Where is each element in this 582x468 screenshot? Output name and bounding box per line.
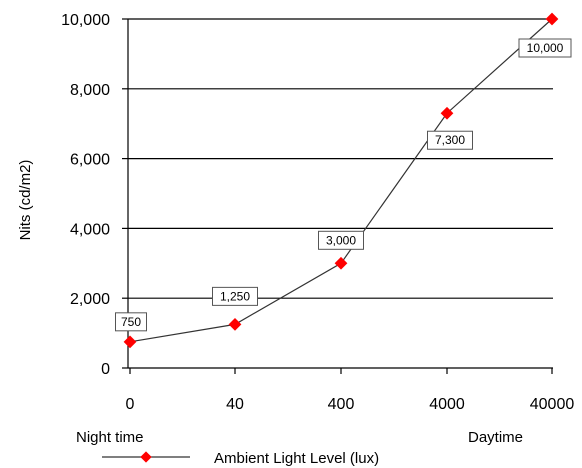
data-point [334, 256, 348, 270]
x-tick-label: 40000 [530, 396, 575, 413]
data-point [440, 106, 454, 120]
daytime-note: Daytime [468, 429, 523, 446]
data-label: 3,000 [326, 233, 356, 247]
y-tick-label: 2,000 [70, 291, 110, 308]
x-tick-label: 4000 [429, 396, 465, 413]
x-tick-label: 40 [226, 396, 244, 413]
data-label-box [212, 286, 258, 306]
series-group [123, 12, 559, 349]
x-tick-labels: 0 40 400 4000 40000 [126, 368, 575, 413]
x-axis-title: Ambient Light Level (lux) [214, 450, 379, 467]
data-point [123, 335, 137, 349]
x-tick-label: 0 [126, 396, 135, 413]
legend: Ambient Light Level (lux) [102, 450, 379, 467]
data-label-box [427, 130, 473, 150]
y-tick-labels: 0 2,000 4,000 6,000 8,000 10,000 [61, 12, 110, 378]
data-label-box [115, 312, 147, 332]
y-tick-label: 10,000 [61, 12, 110, 29]
data-point [228, 318, 242, 331]
data-labels: 750 1,250 3,000 7,300 10,000 [115, 38, 572, 332]
data-label-box [318, 230, 364, 250]
legend-marker [140, 451, 152, 463]
axes [127, 19, 553, 369]
y-tick-label: 0 [101, 361, 110, 378]
y-tick-label: 8,000 [70, 82, 110, 99]
data-label: 750 [121, 315, 141, 329]
data-label: 10,000 [527, 41, 564, 55]
y-axis-title: Nits (cd/m2) [17, 160, 34, 241]
data-label-box [518, 38, 572, 58]
y-tick-label: 4,000 [70, 221, 110, 238]
data-label: 1,250 [220, 289, 250, 303]
night-time-note: Night time [76, 429, 144, 446]
data-label: 7,300 [435, 133, 465, 147]
y-tick-label: 6,000 [70, 152, 110, 169]
series-line [129, 18, 553, 343]
x-tick-label: 400 [328, 396, 355, 413]
grid-lines [122, 18, 553, 369]
